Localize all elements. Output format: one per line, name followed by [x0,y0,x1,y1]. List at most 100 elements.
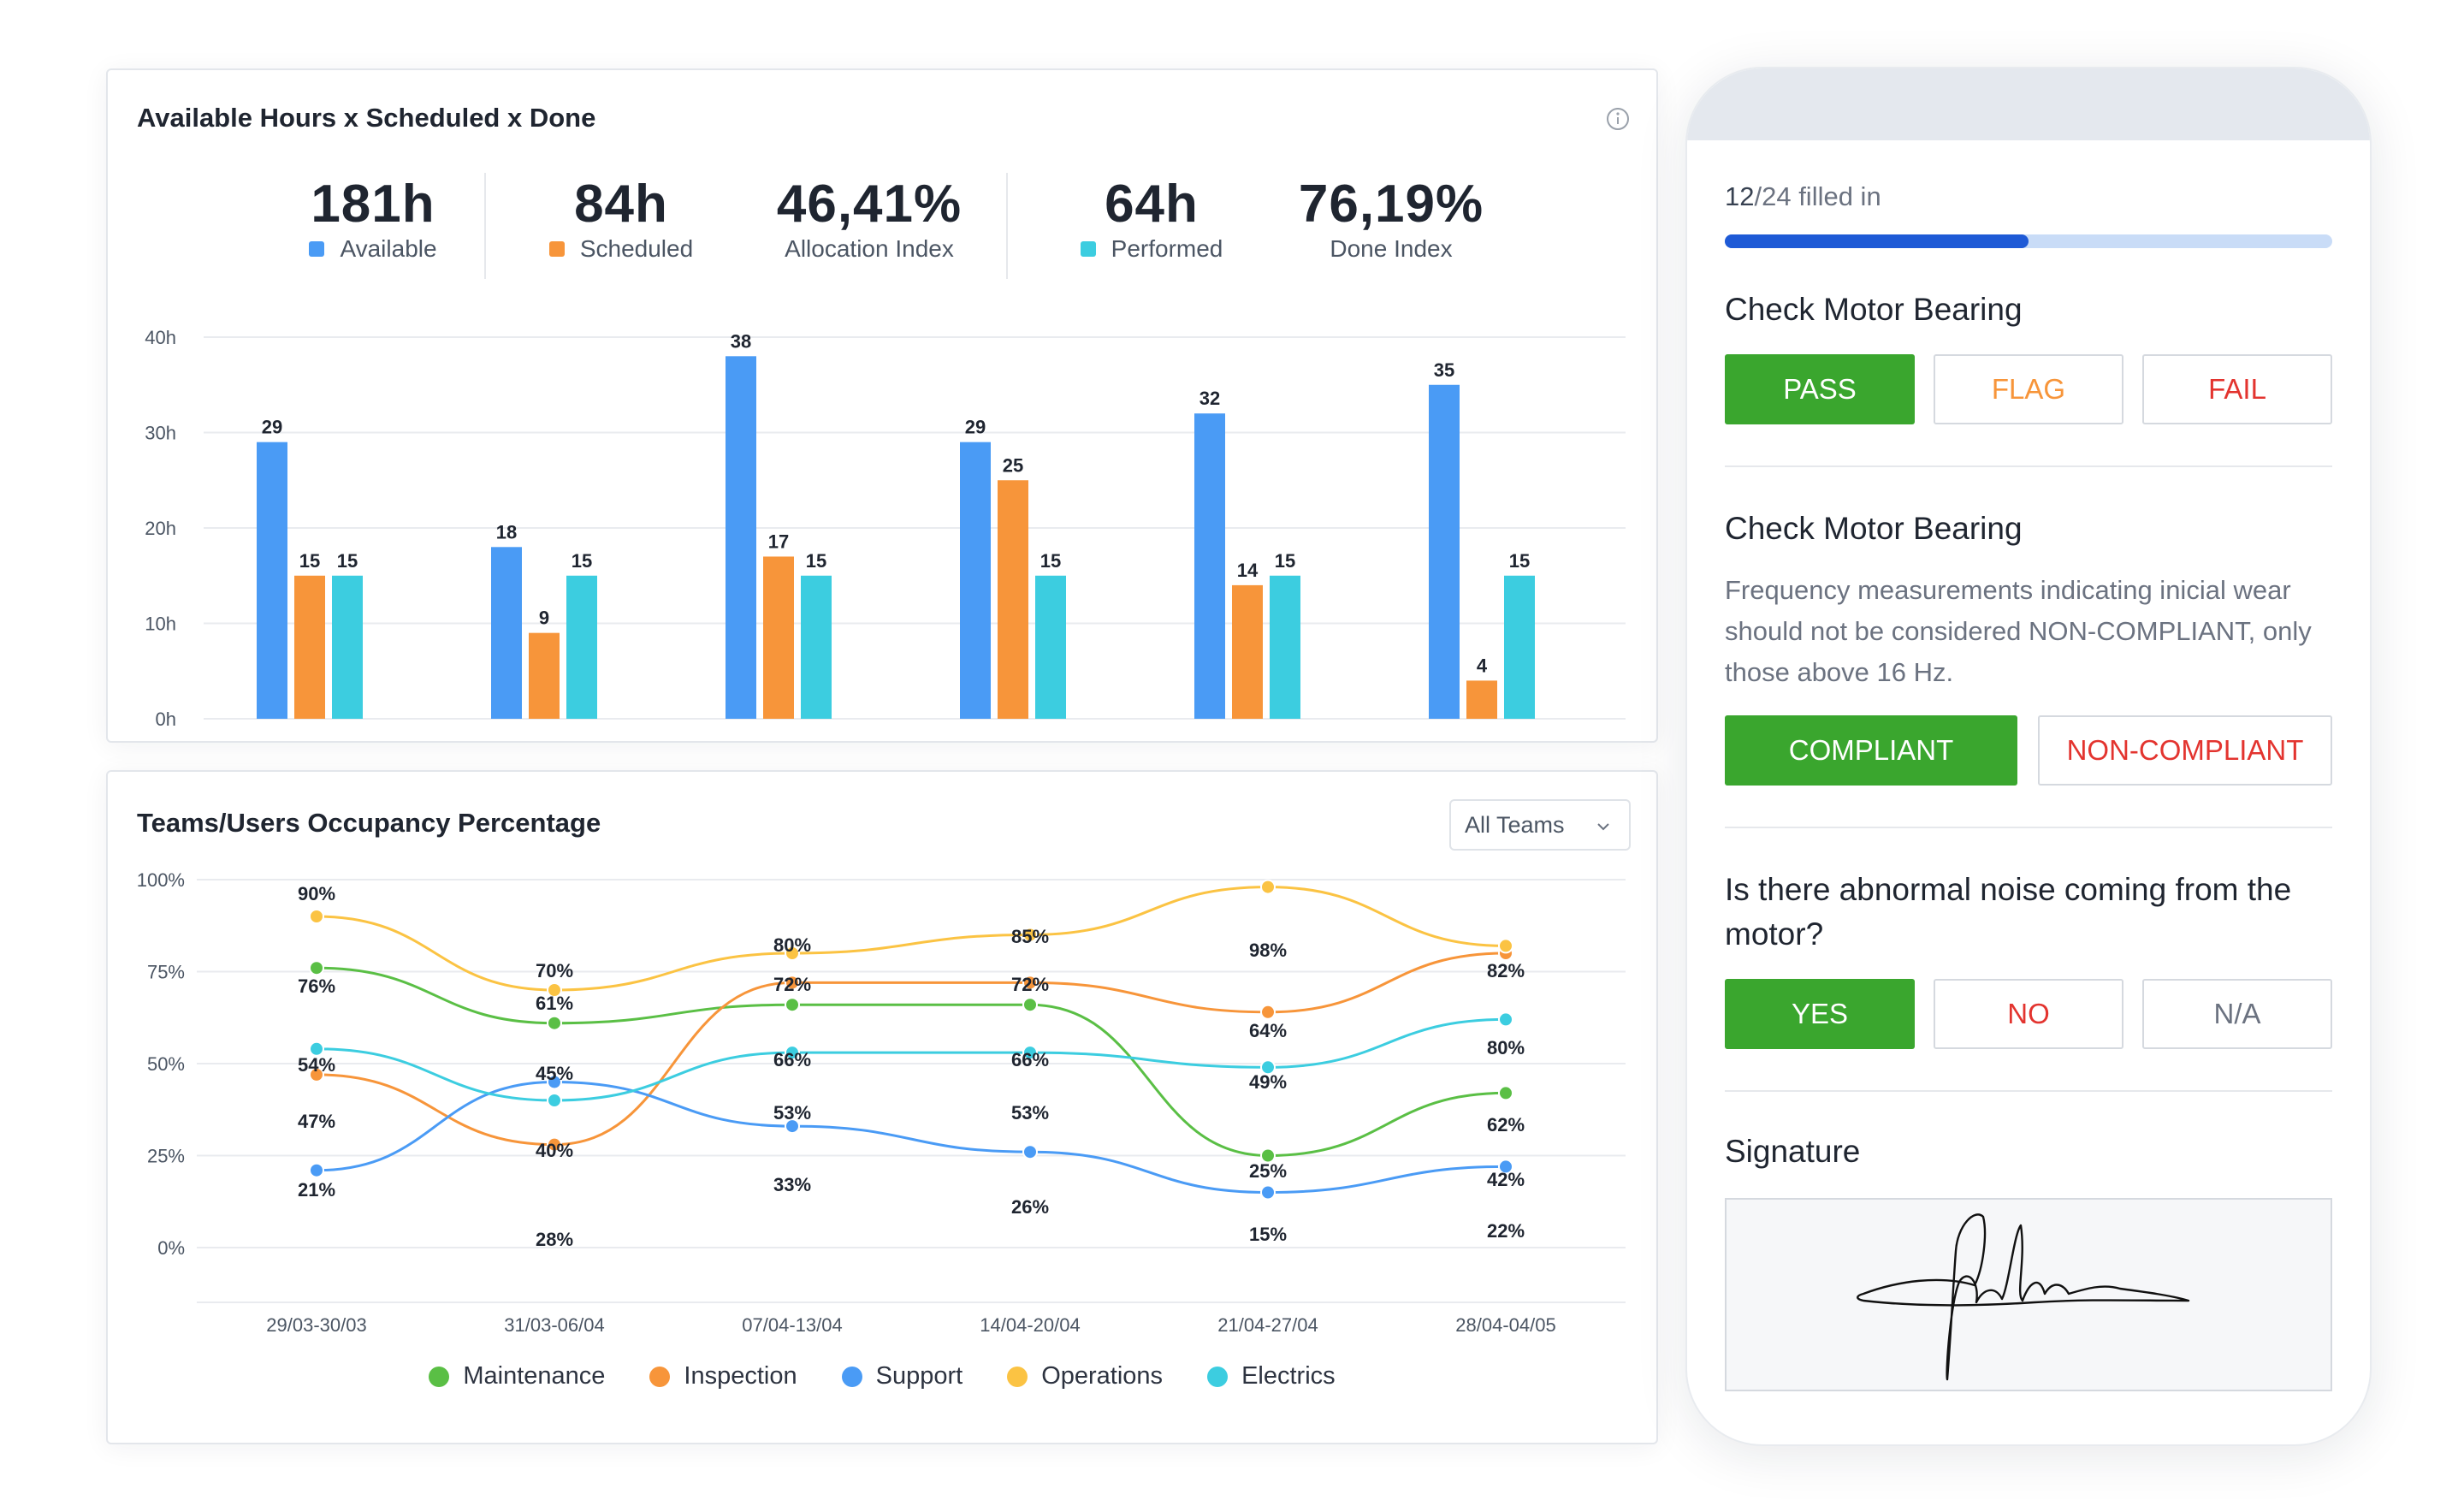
x-tick-label: 21/04-27/04 [1217,1314,1318,1336]
y-tick-label: 10h [145,614,176,635]
no-button[interactable]: NO [1934,979,2123,1049]
series-point-electrics [1260,1059,1276,1076]
point-value-label: 22% [1487,1220,1525,1242]
pass-button[interactable]: PASS [1725,354,1915,424]
series-point-maintenance [785,997,800,1013]
signature-pad[interactable] [1725,1198,2332,1391]
series-line-maintenance [316,966,1507,1158]
bar-value-label: 29 [262,417,282,438]
na-button[interactable]: N/A [2142,979,2332,1049]
yes-button[interactable]: YES [1725,979,1915,1049]
teams-filter-dropdown[interactable]: All Teams [1449,799,1631,851]
series-point-electrics [785,1045,800,1061]
point-value-label: 72% [773,974,811,995]
point-value-label: 85% [1011,926,1049,947]
y-tick-label: 30h [145,423,176,444]
series-point-support [1260,1184,1276,1201]
bar-scheduled [529,632,560,719]
bar-value-label: 9 [539,608,549,629]
fail-button[interactable]: FAIL [2142,354,2332,424]
x-tick-label: 07/04-13/04 [742,1314,842,1336]
kpi-done-index: 76,19% Done Index [1263,175,1519,264]
flag-button[interactable]: FLAG [1934,354,2123,424]
occupancy-chart-card: Teams/Users Occupancy Percentage All Tea… [106,770,1658,1444]
legend-item-electrics[interactable]: Electrics [1207,1362,1336,1390]
series-point-support [1498,1159,1513,1175]
point-value-label: 70% [536,960,573,981]
bar-available [257,442,287,719]
point-value-label: 90% [298,883,335,904]
point-value-label: 21% [298,1179,335,1201]
legend-dot [429,1366,450,1387]
y-tick-label: 20h [145,518,176,539]
point-value-label: 42% [1487,1169,1525,1190]
point-value-label: 66% [1011,1049,1049,1070]
series-point-maintenance [309,960,324,976]
point-value-label: 45% [536,1063,573,1084]
line-chart: 0% 25% 50% 75% 100% 29/03-30/03 31/03-06/04 07/… [137,869,1626,1336]
question-2-title: Check Motor Bearing [1725,511,2023,546]
hours-chart-card: Available Hours x Scheduled x Done 181h … [106,68,1658,743]
series-point-operations [547,982,562,998]
point-value-label: 53% [773,1102,811,1124]
series-point-support [309,1162,324,1178]
series-point-electrics [1498,1011,1513,1028]
kpi-label: Available [340,235,437,262]
series-point-support [547,1074,562,1090]
compliant-button[interactable]: COMPLIANT [1725,715,2017,786]
kpi-available: 181h Available [270,175,476,264]
legend-item-operations[interactable]: Operations [1007,1362,1163,1390]
phone-header-bar [1687,68,2370,140]
bar-value-label: 15 [806,550,826,572]
bar-value-label: 29 [965,417,986,438]
bar-available [491,547,522,719]
divider [1725,827,2332,828]
kpi-label: Performed [1111,235,1223,262]
series-point-maintenance [1022,997,1038,1013]
point-value-label: 40% [536,1140,573,1161]
kpi-divider [484,173,486,279]
progress-text: 12/24 filled in [1725,181,2332,212]
series-line-inspection [316,952,1507,1147]
legend-item-inspection[interactable]: Inspection [649,1362,797,1390]
series-point-operations [785,946,800,961]
legend-item-maintenance[interactable]: Maintenance [429,1362,605,1390]
point-value-label: 62% [1487,1114,1525,1135]
legend-item-support[interactable]: Support [841,1362,963,1390]
legend-swatch [548,241,565,257]
point-value-label: 72% [1011,974,1049,995]
legend-dot [1007,1366,1028,1387]
chart-legend: Maintenance Inspection Support Operations El… [108,1362,1656,1390]
bar-available [1429,384,1460,719]
y-tick-label: 50% [147,1053,185,1075]
x-tick-label: 28/04-04/05 [1455,1314,1555,1336]
series-point-inspection [785,975,800,991]
series-point-support [785,1118,800,1135]
non-compliant-button[interactable]: NON-COMPLIANT [2038,715,2332,786]
legend-dot [1207,1366,1229,1387]
legend-label: Electrics [1241,1362,1336,1390]
point-value-label: 76% [298,975,335,997]
kpi-value: 46,41% [776,175,962,234]
point-value-label: 82% [1487,960,1525,981]
info-icon[interactable] [1605,106,1631,132]
bar-available [1194,413,1225,719]
series-line-electrics [316,1017,1507,1102]
series-line-support [316,1080,1507,1195]
series-point-operations [1260,879,1276,895]
bar-value-label: 14 [1237,560,1259,581]
bar-performed [1504,575,1535,719]
kpi-label: Allocation Index [785,235,954,262]
x-tick-label: 14/04-20/04 [980,1314,1080,1336]
legend-swatch [1080,241,1096,257]
legend-label: Maintenance [463,1362,606,1390]
legend-label: Support [875,1362,963,1390]
kpi-scheduled: 84h Scheduled [518,175,724,264]
bar-value-label: 4 [1477,655,1488,676]
point-value-label: 49% [1249,1071,1287,1093]
point-value-label: 66% [773,1049,811,1070]
question-2-description: Frequency measurements indicating inicia… [1725,575,2312,687]
series-point-maintenance [1260,1147,1276,1164]
series-point-maintenance [1498,1085,1513,1101]
hours-chart-title: Available Hours x Scheduled x Done [137,103,596,133]
